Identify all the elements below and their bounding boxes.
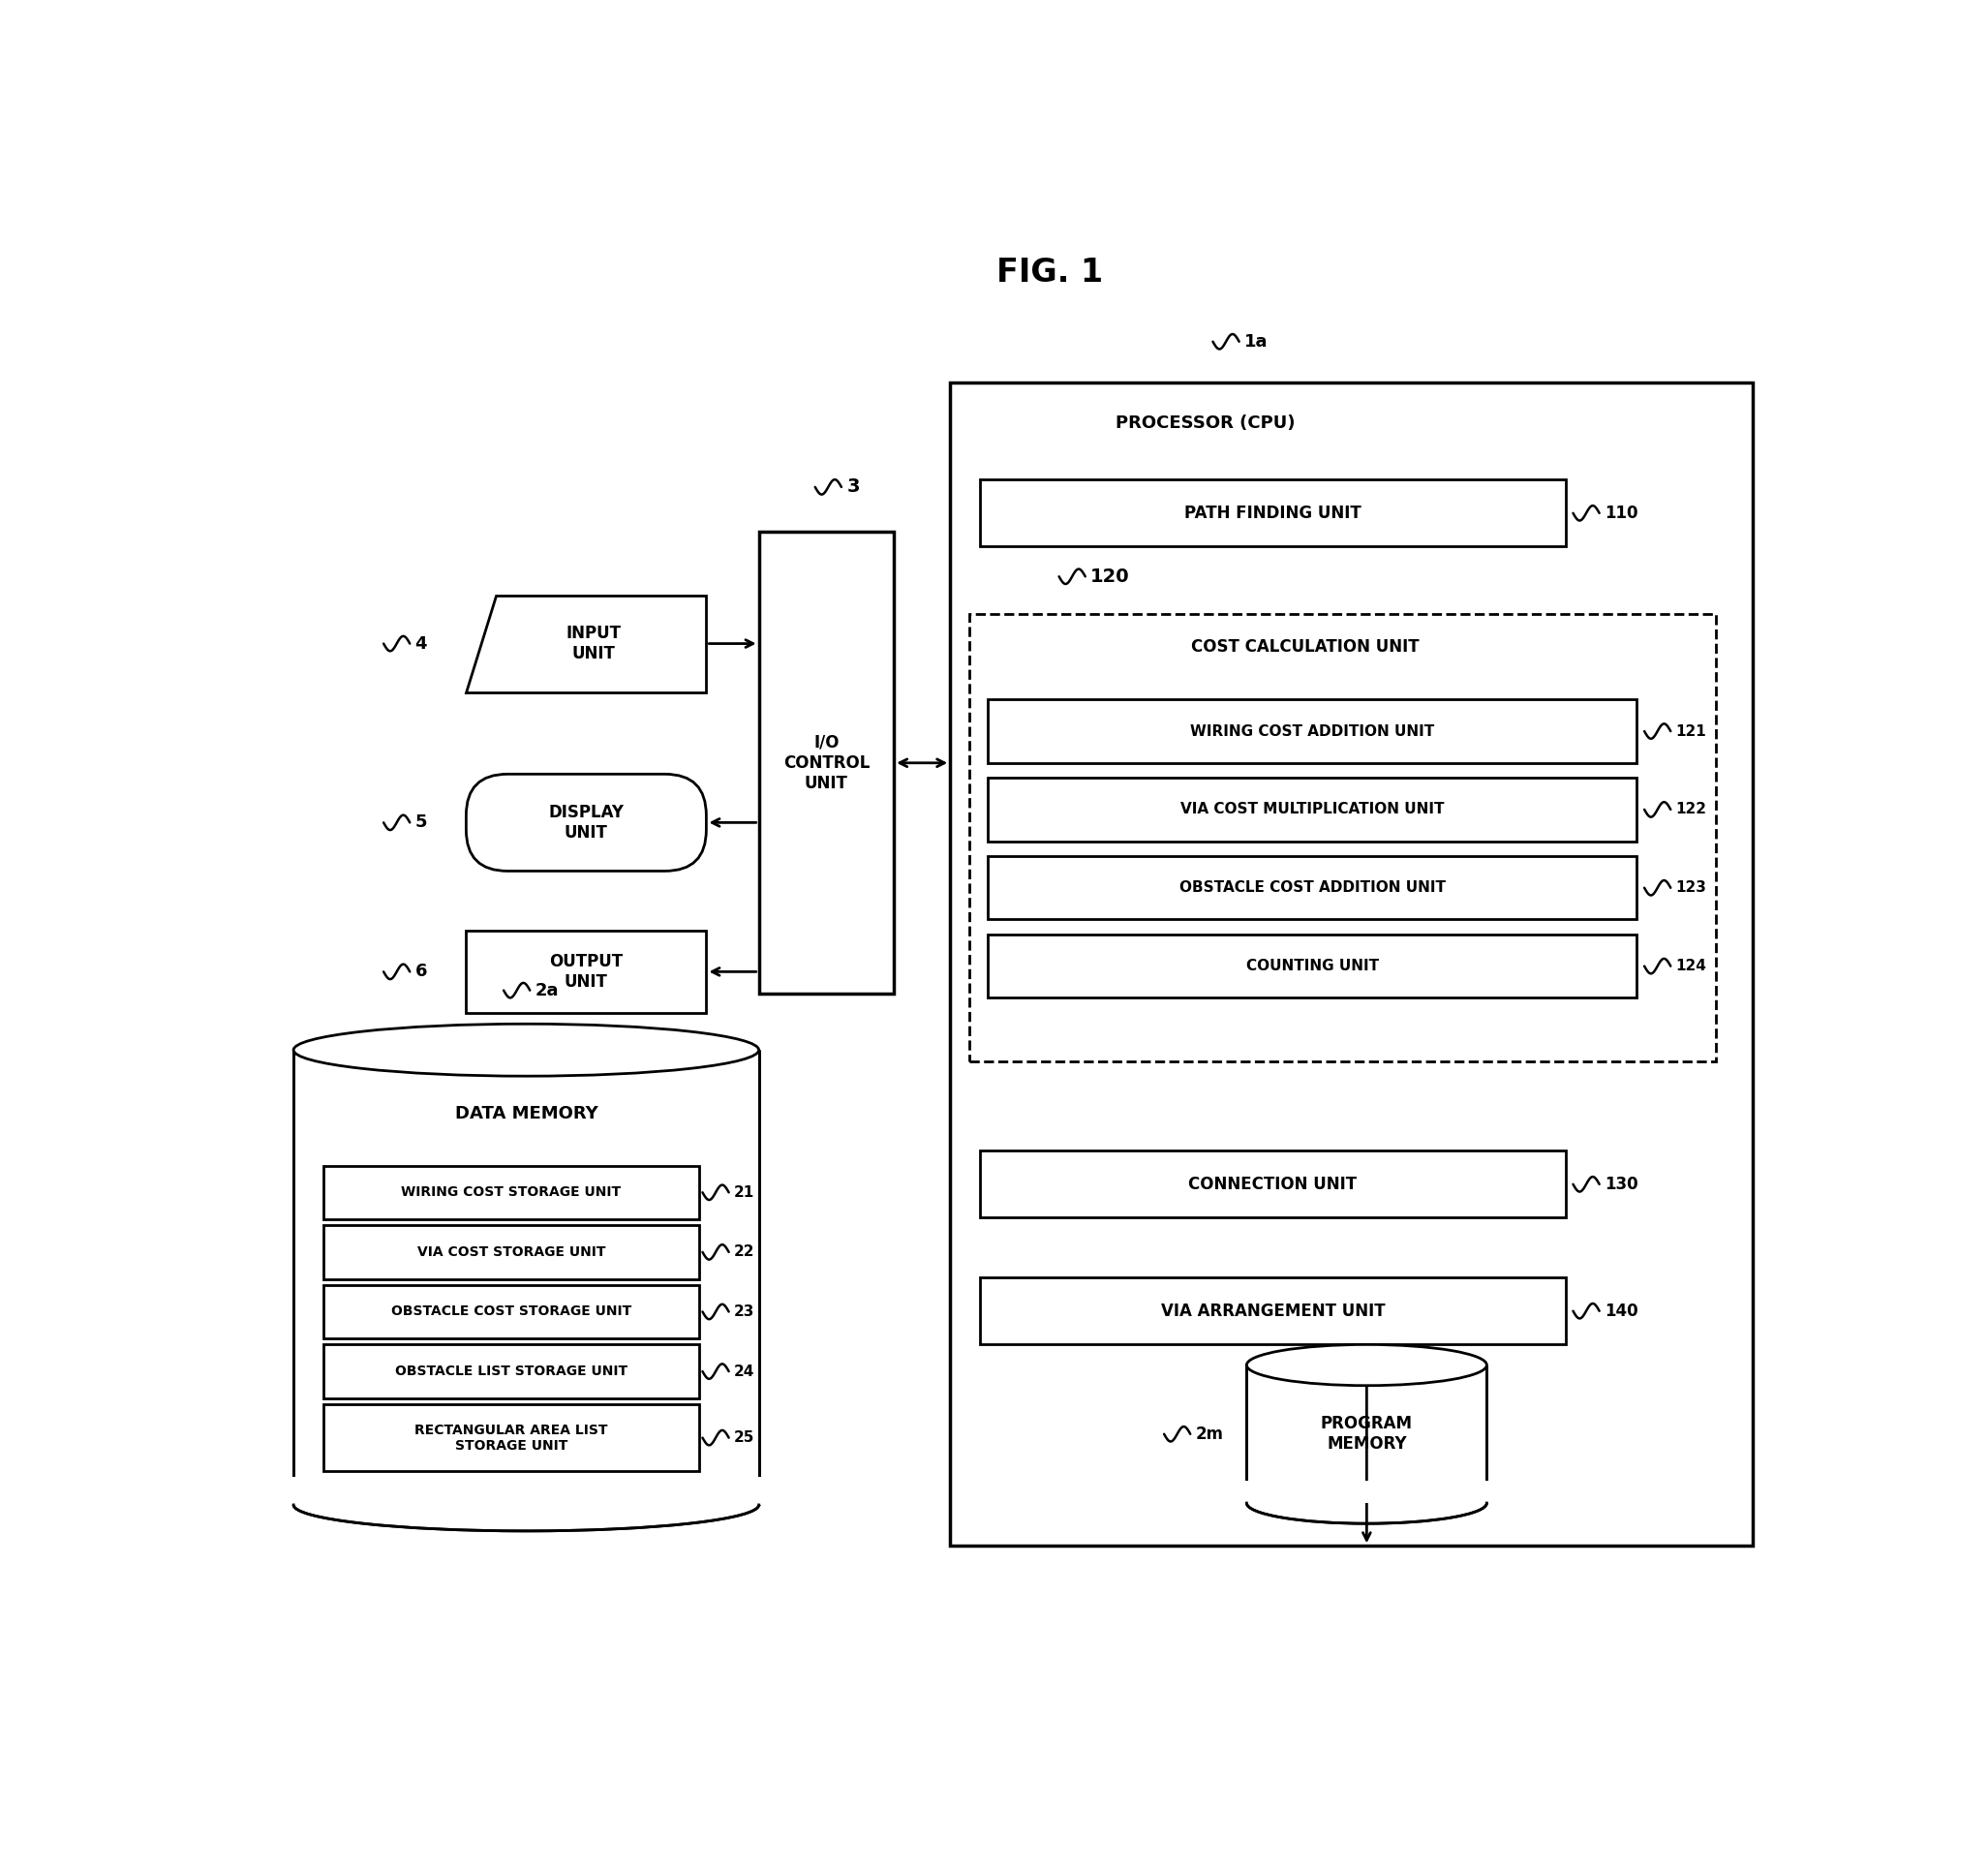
Text: DISPLAY
UNIT: DISPLAY UNIT xyxy=(549,805,624,842)
Text: 23: 23 xyxy=(734,1304,755,1319)
Bar xyxy=(950,382,1753,1545)
Text: 22: 22 xyxy=(734,1244,755,1259)
Text: I/O
CONTROL
UNIT: I/O CONTROL UNIT xyxy=(783,733,869,791)
Bar xyxy=(290,1478,763,1504)
Ellipse shape xyxy=(294,1023,759,1076)
Text: VIA ARRANGEMENT UNIT: VIA ARRANGEMENT UNIT xyxy=(1161,1302,1386,1319)
Bar xyxy=(759,531,895,994)
Bar xyxy=(324,1226,698,1280)
Text: 1a: 1a xyxy=(1244,333,1268,350)
Text: FIG. 1: FIG. 1 xyxy=(996,256,1103,288)
Text: 110: 110 xyxy=(1604,505,1638,522)
Text: 130: 130 xyxy=(1604,1175,1638,1194)
Text: VIA COST STORAGE UNIT: VIA COST STORAGE UNIT xyxy=(417,1246,604,1259)
Text: 140: 140 xyxy=(1604,1302,1638,1319)
Text: PATH FINDING UNIT: PATH FINDING UNIT xyxy=(1185,505,1362,522)
Text: 25: 25 xyxy=(734,1431,755,1444)
Text: PROCESSOR (CPU): PROCESSOR (CPU) xyxy=(1115,415,1294,432)
Text: COUNTING UNIT: COUNTING UNIT xyxy=(1246,958,1378,973)
Text: VIA COST MULTIPLICATION UNIT: VIA COST MULTIPLICATION UNIT xyxy=(1181,803,1443,818)
Text: COST CALCULATION UNIT: COST CALCULATION UNIT xyxy=(1191,638,1419,657)
Text: OBSTACLE COST ADDITION UNIT: OBSTACLE COST ADDITION UNIT xyxy=(1179,881,1445,894)
Text: INPUT
UNIT: INPUT UNIT xyxy=(567,625,622,662)
Bar xyxy=(988,857,1636,919)
Text: 24: 24 xyxy=(734,1364,755,1379)
Text: CONNECTION UNIT: CONNECTION UNIT xyxy=(1189,1175,1358,1194)
Bar xyxy=(324,1166,698,1220)
Bar xyxy=(980,1151,1567,1218)
Text: 5: 5 xyxy=(415,814,427,831)
Bar xyxy=(1242,1482,1491,1502)
Bar xyxy=(968,614,1716,1061)
Bar xyxy=(988,778,1636,842)
Text: 124: 124 xyxy=(1676,958,1708,973)
Text: 121: 121 xyxy=(1676,724,1706,739)
Bar xyxy=(1246,1366,1487,1502)
Ellipse shape xyxy=(294,1478,759,1530)
Bar xyxy=(988,934,1636,997)
Text: 2a: 2a xyxy=(535,982,559,999)
Text: 4: 4 xyxy=(415,634,427,653)
Bar xyxy=(465,930,706,1012)
Bar xyxy=(988,700,1636,763)
Bar xyxy=(980,1278,1567,1345)
Text: OBSTACLE COST STORAGE UNIT: OBSTACLE COST STORAGE UNIT xyxy=(392,1304,632,1319)
Text: RECTANGULAR AREA LIST
STORAGE UNIT: RECTANGULAR AREA LIST STORAGE UNIT xyxy=(415,1424,608,1452)
Ellipse shape xyxy=(1246,1482,1487,1523)
Polygon shape xyxy=(465,595,706,692)
Text: OUTPUT
UNIT: OUTPUT UNIT xyxy=(549,952,622,990)
Text: 3: 3 xyxy=(847,477,859,496)
Text: 120: 120 xyxy=(1091,567,1129,586)
Text: WIRING COST ADDITION UNIT: WIRING COST ADDITION UNIT xyxy=(1191,724,1435,739)
Text: 6: 6 xyxy=(415,964,427,980)
Text: 21: 21 xyxy=(734,1184,755,1199)
Bar xyxy=(294,1050,759,1504)
Text: OBSTACLE LIST STORAGE UNIT: OBSTACLE LIST STORAGE UNIT xyxy=(396,1364,628,1379)
Ellipse shape xyxy=(1246,1345,1487,1386)
Bar xyxy=(324,1345,698,1398)
Bar xyxy=(980,479,1567,546)
Text: 2m: 2m xyxy=(1195,1426,1225,1443)
FancyBboxPatch shape xyxy=(465,775,706,872)
Text: WIRING COST STORAGE UNIT: WIRING COST STORAGE UNIT xyxy=(402,1186,620,1199)
Bar xyxy=(324,1405,698,1471)
Text: DATA MEMORY: DATA MEMORY xyxy=(455,1104,598,1123)
Bar xyxy=(324,1285,698,1338)
Text: PROGRAM
MEMORY: PROGRAM MEMORY xyxy=(1320,1414,1413,1452)
Text: 123: 123 xyxy=(1676,881,1708,894)
Text: 122: 122 xyxy=(1676,803,1708,818)
